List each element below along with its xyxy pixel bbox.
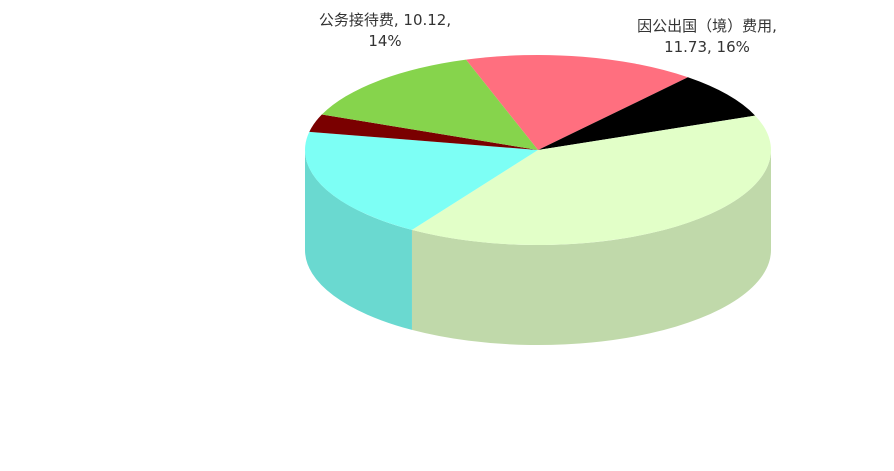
chart: 公务接待费, 10.12, 14% 因公出国（境）费用, 11.73, 16% xyxy=(0,0,894,471)
data-label: 因公出国（境）费用, 11.73, 16% xyxy=(632,16,782,58)
data-label: 公务接待费, 10.12, 14% xyxy=(300,10,470,52)
pie-canvas xyxy=(0,0,894,471)
